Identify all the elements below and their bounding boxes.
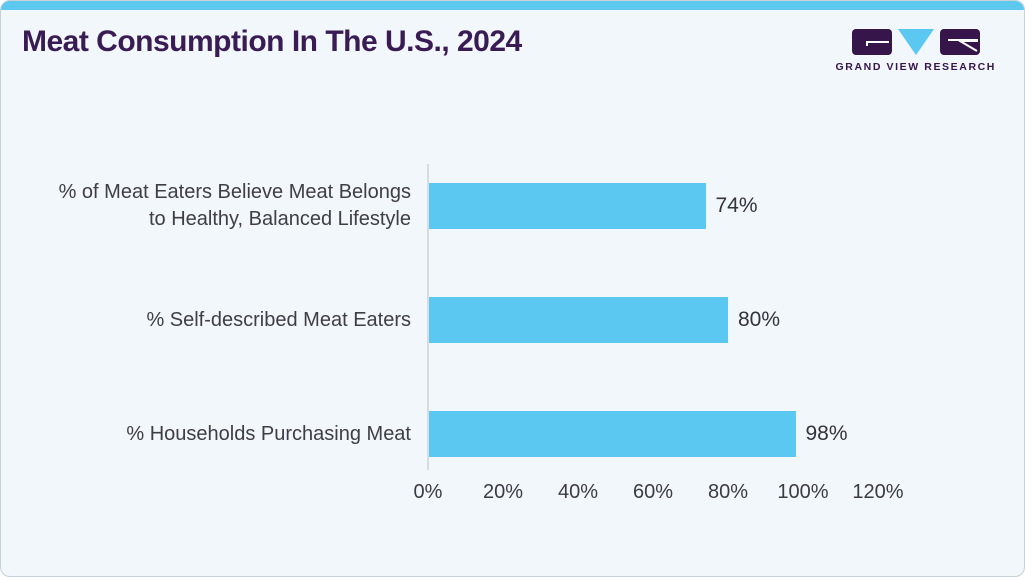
bar bbox=[428, 411, 796, 457]
value-label: 80% bbox=[738, 308, 781, 331]
x-tick-label: 20% bbox=[482, 481, 524, 503]
value-label: 74% bbox=[715, 194, 758, 217]
bar-area: 98% bbox=[428, 411, 848, 457]
gvr-letter-g-icon bbox=[851, 29, 892, 55]
gvr-letter-v-icon bbox=[897, 29, 934, 55]
gvr-letter-r-icon bbox=[939, 29, 980, 55]
bar-area: 80% bbox=[428, 297, 780, 343]
bar-area: 74% bbox=[428, 183, 758, 229]
bar bbox=[428, 297, 728, 343]
chart-row: % Households Purchasing Meat 98% bbox=[1, 377, 1024, 491]
chart-row: % of Meat Eaters Believe Meat Belongs to… bbox=[1, 149, 1024, 263]
x-tick-label: 120% bbox=[852, 481, 904, 503]
category-label: % Households Purchasing Meat bbox=[126, 422, 411, 445]
y-axis-line bbox=[427, 164, 429, 470]
x-tick-label: 40% bbox=[557, 481, 599, 503]
chart-rows: % of Meat Eaters Believe Meat Belongs to… bbox=[1, 149, 1024, 491]
accent-top-strip bbox=[1, 1, 1024, 10]
category-label: % Self-described Meat Eaters bbox=[146, 308, 411, 331]
x-axis-labels: 0% 20% 40% 60% 80% 100% 120% bbox=[414, 481, 904, 507]
bar bbox=[428, 183, 706, 229]
x-tick-label: 0% bbox=[413, 481, 443, 503]
x-tick-label: 100% bbox=[777, 481, 829, 503]
x-tick-label: 80% bbox=[707, 481, 749, 503]
page-title: Meat Consumption In The U.S., 2024 bbox=[22, 25, 522, 58]
chart-row: % Self-described Meat Eaters 80% bbox=[1, 263, 1024, 377]
category-label: % of Meat Eaters Believe Meat Belongs to… bbox=[58, 181, 411, 230]
logo-brand-text: GRAND VIEW RESEARCH bbox=[835, 61, 996, 73]
x-tick-label: 60% bbox=[632, 481, 674, 503]
gvr-logo-blocks bbox=[851, 29, 980, 55]
value-label: 98% bbox=[805, 422, 848, 445]
grand-view-research-logo: GRAND VIEW RESEARCH bbox=[836, 29, 997, 73]
